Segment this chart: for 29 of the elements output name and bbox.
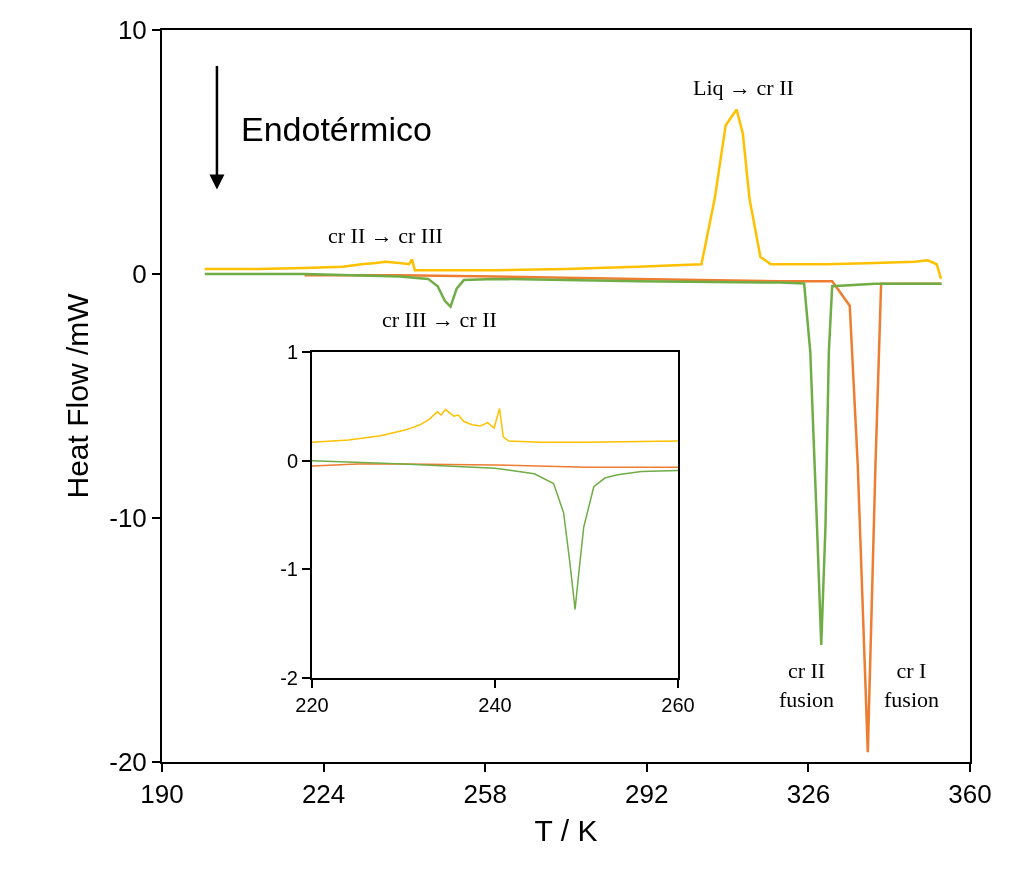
line-series [203, 272, 943, 647]
y-tick-label: 10 [117, 15, 147, 46]
line-series [312, 407, 678, 443]
y-tick-label: 0 [132, 259, 147, 290]
line-series [312, 459, 678, 611]
x-tick-label: 190 [140, 779, 184, 810]
x-tick-label: 224 [301, 779, 346, 810]
y-tick-label: -2 [280, 667, 298, 689]
annotation: cr I fusion [884, 658, 939, 712]
x-axis-title: T / K [534, 814, 598, 848]
x-tick-label: 258 [463, 779, 507, 810]
y-tick-label: -10 [109, 503, 147, 534]
x-tick-label: 326 [786, 779, 831, 810]
x-tick-label: 240 [478, 694, 512, 716]
annotation: cr II fusion [779, 658, 834, 712]
y-tick-label: -20 [109, 747, 147, 778]
line-series [203, 108, 943, 281]
annotation: cr II → cr III [328, 223, 443, 248]
x-tick-label: 292 [625, 779, 669, 810]
annotation: cr III → cr II [382, 307, 497, 332]
y-tick-label: 0 [286, 449, 298, 472]
x-tick-label: 260 [661, 694, 695, 716]
annotation: Endotérmico [241, 110, 432, 148]
annotation: Liq → cr II [693, 75, 794, 100]
x-tick-label: 220 [295, 694, 329, 716]
x-tick-label: 360 [948, 779, 992, 810]
y-axis-title: Heat Flow /mW [60, 292, 94, 499]
y-tick-label: 1 [286, 341, 298, 363]
y-tick-label: -1 [280, 558, 298, 581]
